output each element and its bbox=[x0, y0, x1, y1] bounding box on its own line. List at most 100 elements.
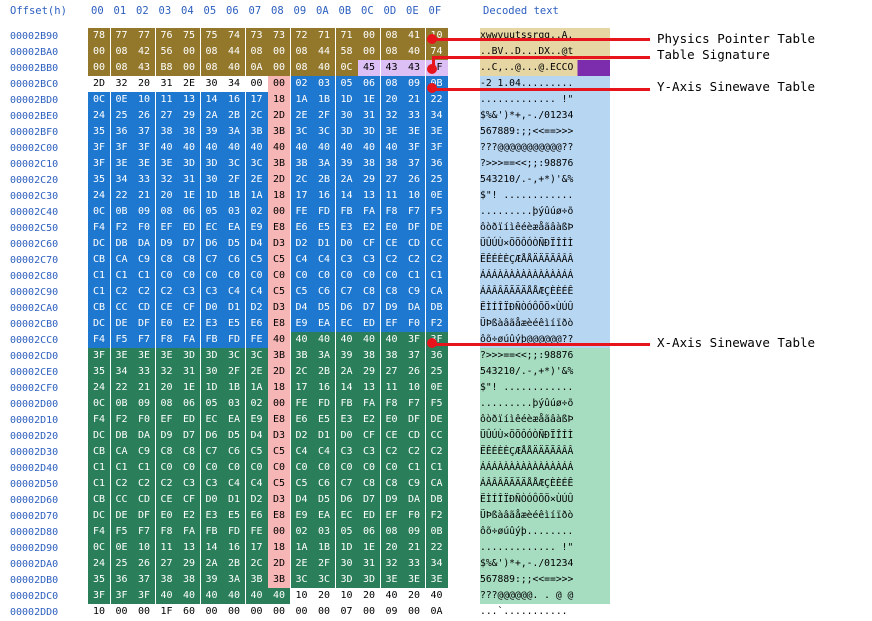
hex-byte[interactable]: DA bbox=[403, 492, 425, 508]
hex-byte[interactable]: C1 bbox=[425, 460, 448, 476]
hex-byte[interactable]: DE bbox=[425, 220, 448, 236]
hex-byte[interactable]: D9 bbox=[380, 300, 403, 316]
hex-byte[interactable]: E0 bbox=[155, 316, 178, 332]
hex-byte[interactable]: 40 bbox=[155, 140, 178, 156]
hex-byte[interactable]: 2A bbox=[335, 364, 358, 380]
hex-byte[interactable]: 00 bbox=[178, 44, 200, 60]
hex-byte[interactable]: 1A bbox=[290, 540, 313, 556]
decoded-text-row[interactable]: ...`........... bbox=[480, 606, 568, 617]
hex-byte[interactable]: F8 bbox=[155, 332, 178, 348]
hex-byte[interactable]: D0 bbox=[335, 428, 358, 444]
hex-byte[interactable]: 3E bbox=[380, 124, 403, 140]
hex-byte[interactable]: CE bbox=[380, 236, 403, 252]
hex-byte[interactable]: 40 bbox=[335, 140, 358, 156]
hex-byte[interactable]: 26 bbox=[403, 364, 425, 380]
hex-byte[interactable]: CF bbox=[178, 492, 200, 508]
hex-byte[interactable]: C1 bbox=[88, 476, 110, 492]
hex-byte[interactable]: 18 bbox=[268, 92, 290, 108]
hex-byte[interactable]: C1 bbox=[133, 460, 155, 476]
hex-byte[interactable]: 24 bbox=[88, 108, 110, 124]
hex-byte[interactable]: 16 bbox=[313, 188, 335, 204]
hex-byte[interactable]: E8 bbox=[268, 316, 290, 332]
hex-byte[interactable]: E8 bbox=[268, 508, 290, 524]
hex-byte[interactable]: 24 bbox=[88, 380, 110, 396]
hex-byte[interactable]: D2 bbox=[290, 428, 313, 444]
hex-byte[interactable]: 30 bbox=[200, 172, 223, 188]
hex-byte[interactable]: E5 bbox=[223, 316, 245, 332]
hex-byte[interactable]: 0C bbox=[88, 92, 110, 108]
hex-byte[interactable]: 20 bbox=[317, 590, 331, 601]
hex-byte[interactable]: E8 bbox=[268, 412, 290, 428]
hex-byte[interactable]: 29 bbox=[358, 172, 380, 188]
decoded-text-row[interactable]: ËÊÉÈÈÇÆÅÅÄÄÃÃÂÂÂ bbox=[480, 444, 610, 460]
hex-byte[interactable]: D0 bbox=[200, 492, 223, 508]
hex-byte[interactable]: EA bbox=[223, 412, 245, 428]
hex-byte[interactable]: F0 bbox=[133, 412, 155, 428]
hex-byte[interactable]: 08 bbox=[155, 396, 178, 412]
hex-byte[interactable]: C1 bbox=[88, 268, 110, 284]
hex-byte[interactable]: 27 bbox=[380, 364, 403, 380]
hex-byte[interactable]: 3E bbox=[155, 156, 178, 172]
hex-byte[interactable]: E2 bbox=[178, 508, 200, 524]
hex-byte[interactable]: 2C bbox=[245, 556, 268, 572]
hex-byte[interactable]: C0 bbox=[358, 268, 380, 284]
hex-byte[interactable]: C9 bbox=[133, 444, 155, 460]
hex-byte[interactable]: 09 bbox=[385, 606, 398, 617]
hex-byte[interactable]: C9 bbox=[403, 476, 425, 492]
hex-byte[interactable]: E6 bbox=[245, 316, 268, 332]
hex-byte[interactable]: 3E bbox=[133, 156, 155, 172]
hex-byte[interactable]: 03 bbox=[313, 524, 335, 540]
decoded-text-row[interactable]: .........þýûúø÷õ bbox=[480, 204, 610, 220]
hex-byte[interactable]: C8 bbox=[178, 444, 200, 460]
hex-byte[interactable]: CB bbox=[88, 252, 110, 268]
decoded-text-row[interactable]: 543210/.-,+*)'&% bbox=[480, 364, 610, 380]
hex-byte[interactable]: 3F bbox=[133, 140, 155, 156]
hex-byte[interactable]: 2B bbox=[313, 172, 335, 188]
hex-byte[interactable]: FD bbox=[313, 396, 335, 412]
hex-byte[interactable]: C6 bbox=[223, 444, 245, 460]
hex-byte[interactable]: C4 bbox=[290, 444, 313, 460]
hex-byte[interactable]: C5 bbox=[268, 284, 290, 300]
hex-byte[interactable]: 3D bbox=[335, 124, 358, 140]
hex-byte[interactable]: 32 bbox=[155, 364, 178, 380]
hex-byte[interactable]: F8 bbox=[155, 524, 178, 540]
hex-byte[interactable]: 73 bbox=[268, 28, 290, 44]
hex-byte[interactable]: D2 bbox=[290, 236, 313, 252]
hex-byte[interactable]: CD bbox=[133, 300, 155, 316]
hex-byte[interactable]: C5 bbox=[290, 476, 313, 492]
hex-byte[interactable]: 11 bbox=[380, 380, 403, 396]
hex-byte[interactable]: 27 bbox=[155, 556, 178, 572]
hex-byte[interactable]: 37 bbox=[403, 348, 425, 364]
hex-byte[interactable]: C9 bbox=[133, 252, 155, 268]
hex-byte[interactable]: 43 bbox=[403, 60, 425, 76]
hex-byte[interactable]: C0 bbox=[178, 460, 200, 476]
hex-byte[interactable]: DE bbox=[110, 316, 133, 332]
hex-byte[interactable]: FE bbox=[245, 524, 268, 540]
hex-byte[interactable]: 2E bbox=[245, 172, 268, 188]
hex-byte[interactable]: 21 bbox=[133, 188, 155, 204]
hex-byte[interactable]: 36 bbox=[110, 124, 133, 140]
hex-byte[interactable]: 09 bbox=[403, 524, 425, 540]
hex-byte[interactable]: C5 bbox=[290, 284, 313, 300]
hex-byte[interactable]: DC bbox=[88, 316, 110, 332]
hex-byte[interactable]: F2 bbox=[110, 220, 133, 236]
hex-byte[interactable]: E9 bbox=[245, 220, 268, 236]
hex-byte[interactable]: 35 bbox=[88, 572, 110, 588]
hex-byte[interactable]: 3A bbox=[313, 348, 335, 364]
hex-byte[interactable]: 1D bbox=[335, 92, 358, 108]
hex-byte[interactable]: D5 bbox=[313, 300, 335, 316]
hex-byte[interactable]: DF bbox=[133, 316, 155, 332]
hex-byte[interactable]: 17 bbox=[290, 188, 313, 204]
hex-byte[interactable]: 1D bbox=[200, 380, 223, 396]
hex-byte[interactable]: 0B bbox=[425, 524, 448, 540]
hex-byte[interactable]: DF bbox=[133, 508, 155, 524]
decoded-text-row[interactable]: $"! ............ bbox=[480, 188, 610, 204]
decoded-text-row[interactable]: 567889:;;<<==>>> bbox=[480, 572, 610, 588]
hex-byte[interactable]: C0 bbox=[268, 460, 290, 476]
hex-byte[interactable]: 08 bbox=[380, 44, 403, 60]
hex-byte[interactable]: B8 bbox=[155, 60, 178, 76]
hex-byte[interactable]: 45 bbox=[358, 60, 380, 76]
hex-byte[interactable]: 44 bbox=[223, 44, 245, 60]
hex-byte[interactable]: D9 bbox=[155, 236, 178, 252]
hex-byte[interactable]: E6 bbox=[290, 412, 313, 428]
